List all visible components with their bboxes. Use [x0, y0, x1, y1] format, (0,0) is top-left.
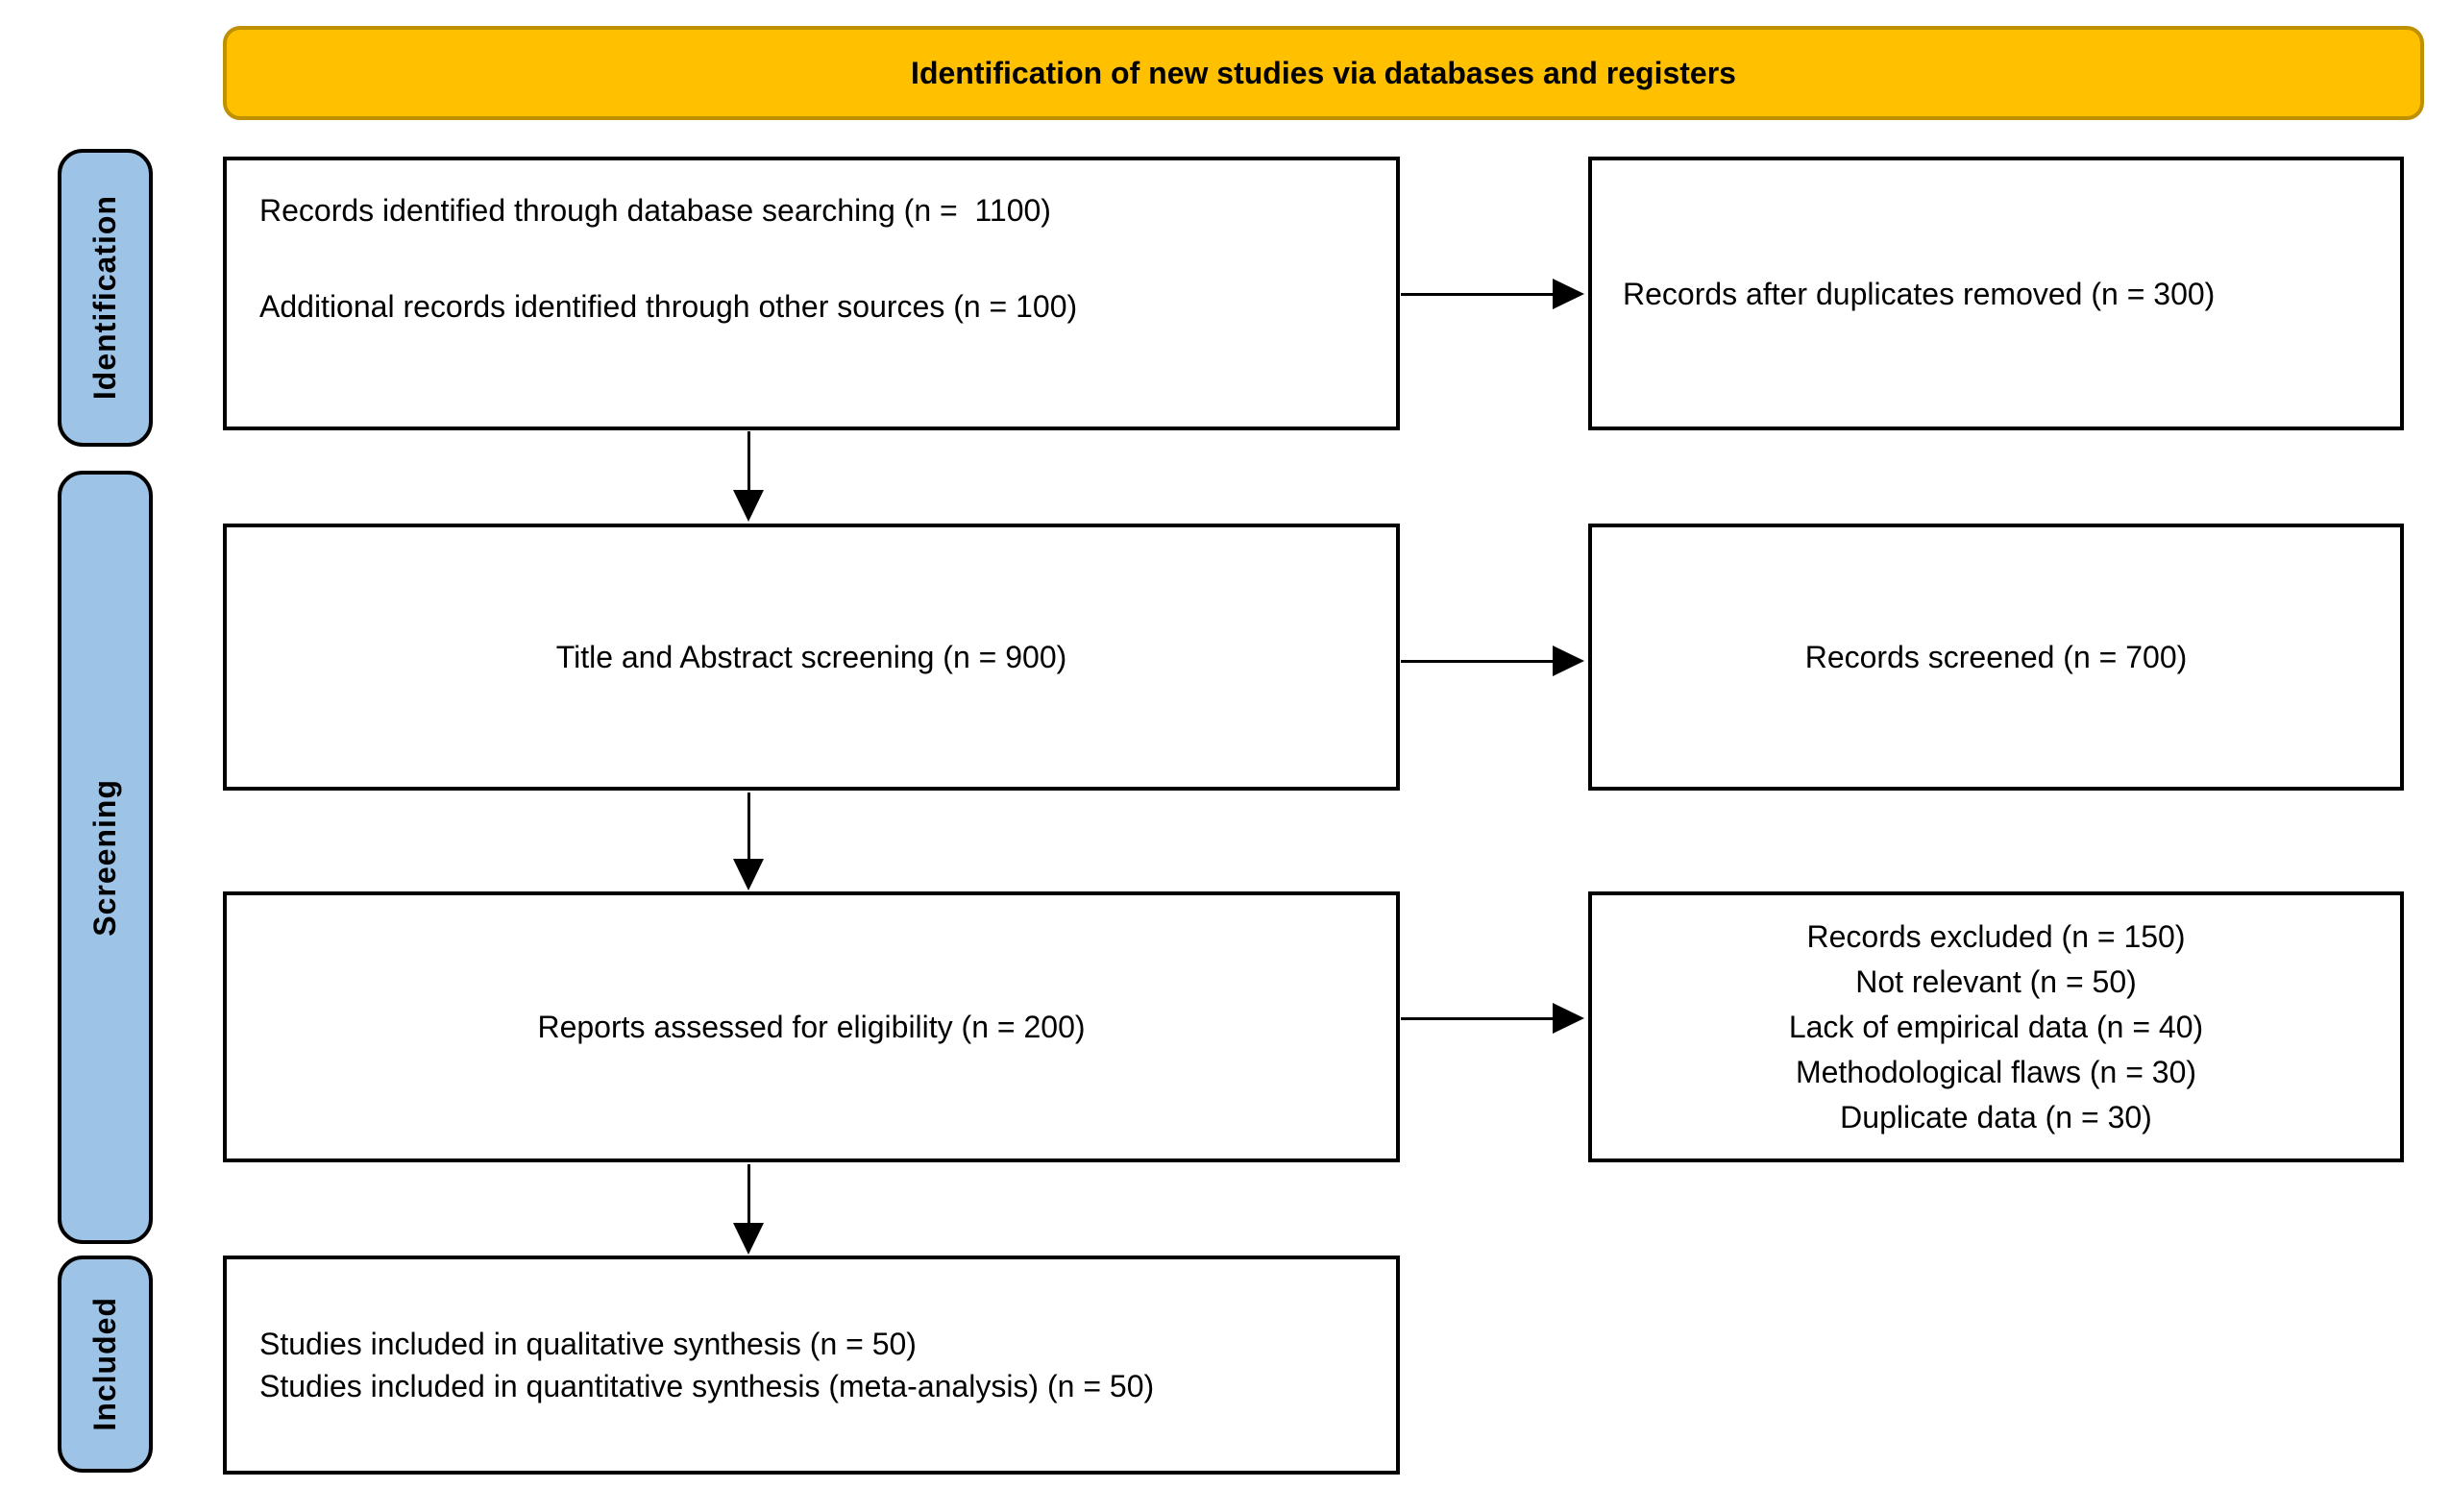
box-text-line: Records screened (n = 700) — [1804, 640, 2188, 674]
stage-label-text: Identification — [87, 195, 122, 401]
box-text-line: Title and Abstract screening (n = 900) — [555, 640, 1067, 674]
stage-label-screening: Screening — [58, 471, 153, 1244]
banner-identification-of-new-studies: Identification of new studies via databa… — [223, 26, 2424, 120]
banner-title: Identification of new studies via databa… — [911, 55, 1736, 90]
box-text-line: Records identified through database sear… — [259, 193, 1051, 228]
arrow-screening-to-screened-head-icon — [1553, 646, 1584, 676]
box-text-line: Reports assessed for eligibility (n = 20… — [537, 1010, 1086, 1044]
box-duplicates-removed: Records after duplicates removed (n = 30… — [1588, 157, 2404, 430]
box-records-identified: Records identified through database sear… — [223, 157, 1400, 430]
arrow-eligibility-down-head-icon — [733, 1223, 764, 1255]
arrow-identified-to-duplicates-line — [1401, 293, 1553, 296]
arrow-identified-down-line — [747, 431, 750, 490]
box-text-line: Lack of empirical data (n = 40) — [1788, 1009, 2204, 1044]
stage-label-included: Included — [58, 1256, 153, 1473]
box-text-line: Studies included in qualitative synthesi… — [259, 1327, 917, 1361]
stage-label-identification: Identification — [58, 149, 153, 447]
box-text-line: Duplicate data (n = 30) — [1840, 1099, 2152, 1134]
box-reports-assessed-eligibility: Reports assessed for eligibility (n = 20… — [223, 891, 1400, 1162]
box-text-line: Records excluded (n = 150) — [1806, 918, 2186, 954]
arrow-eligibility-down-line — [747, 1164, 750, 1223]
box-studies-included: Studies included in qualitative synthesi… — [223, 1256, 1400, 1475]
box-text-line: Additional records identified through ot… — [259, 289, 1078, 324]
arrow-identified-down-head-icon — [733, 490, 764, 522]
box-text-line: Records after duplicates removed (n = 30… — [1623, 276, 2216, 311]
stage-label-text: Included — [87, 1297, 122, 1431]
arrow-eligibility-to-excluded-line — [1401, 1017, 1553, 1020]
box-records-excluded: Records excluded (n = 150) Not relevant … — [1588, 891, 2404, 1162]
box-text-line: Not relevant (n = 50) — [1855, 963, 2137, 999]
box-text-line: Studies included in quantitative synthes… — [259, 1369, 1155, 1403]
box-text-line: Methodological flaws (n = 30) — [1795, 1054, 2197, 1089]
arrow-screening-down-head-icon — [733, 859, 764, 890]
arrow-screening-down-line — [747, 793, 750, 859]
arrow-screening-to-screened-line — [1401, 660, 1553, 663]
stage-label-text: Screening — [87, 778, 122, 937]
arrow-identified-to-duplicates-head-icon — [1553, 279, 1584, 309]
box-title-abstract-screening: Title and Abstract screening (n = 900) — [223, 524, 1400, 791]
box-records-screened: Records screened (n = 700) — [1588, 524, 2404, 791]
arrow-eligibility-to-excluded-head-icon — [1553, 1003, 1584, 1034]
